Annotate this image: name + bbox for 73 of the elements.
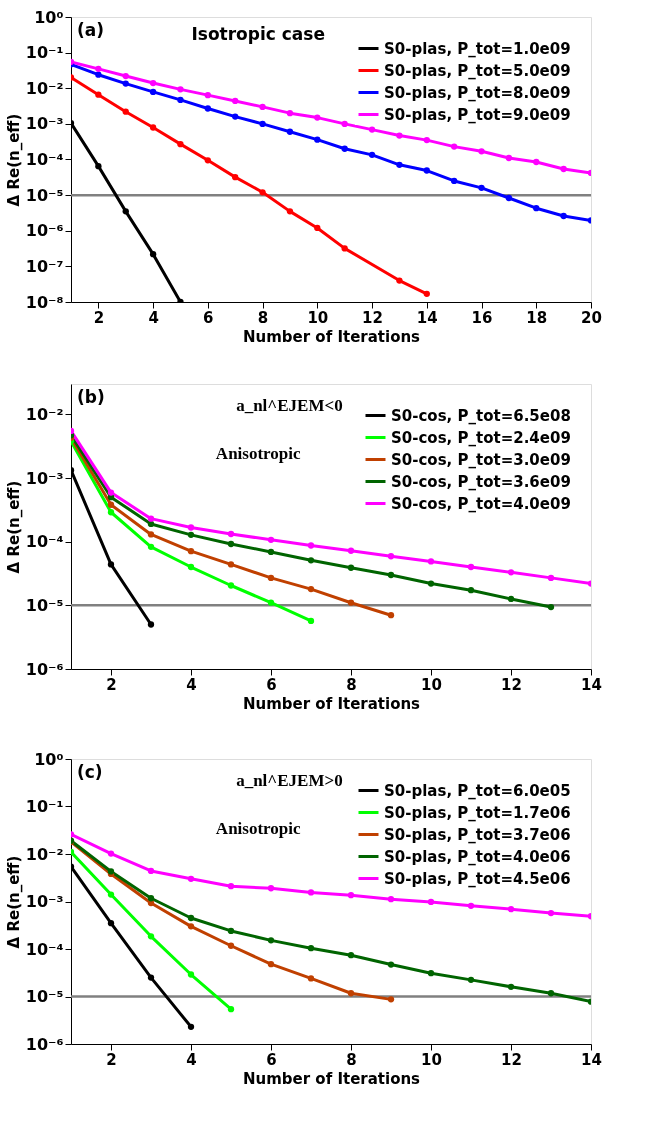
legend-label: S0-plas, P_tot=3.7e06: [384, 825, 571, 844]
y-tick-label: 10⁻⁵: [25, 185, 64, 205]
y-axis-title: Δ Re(n_eff): [4, 480, 23, 574]
y-tick-label: 10⁻⁴: [25, 532, 64, 552]
x-tick-label: 4: [186, 1050, 197, 1069]
y-axis-title: Δ Re(n_eff): [4, 113, 23, 207]
legend-label: S0-plas, P_tot=5.0e09: [384, 61, 571, 80]
x-tick-label: 10: [421, 1050, 442, 1069]
x-tick-label: 4: [186, 675, 197, 694]
y-tick-label: 10⁻²: [25, 78, 64, 98]
annotation: (b): [77, 387, 105, 407]
y-tick-label: 10⁻¹: [25, 797, 64, 816]
y-tick-label: 10⁻⁵: [25, 595, 64, 615]
legend-label: S0-cos, P_tot=3.6e09: [391, 472, 571, 491]
x-tick-label: 12: [362, 308, 383, 327]
x-tick-label: 16: [471, 308, 493, 327]
x-tick-label: 14: [581, 675, 602, 694]
legend-label: S0-plas, P_tot=9.0e09: [384, 105, 571, 124]
legend-label: S0-plas, P_tot=6.0e05: [384, 781, 571, 800]
annotation: (c): [77, 762, 103, 782]
y-tick-label: 10⁻⁸: [25, 292, 64, 312]
legend-label: S0-plas, P_tot=4.0e06: [384, 847, 571, 866]
x-tick-label: 14: [416, 308, 438, 327]
x-tick-label: 12: [501, 1050, 522, 1069]
legend-label: S0-cos, P_tot=6.5e08: [391, 406, 571, 425]
legend-label: S0-plas, P_tot=1.0e09: [384, 39, 571, 58]
y-tick-label: 10⁰: [34, 7, 64, 27]
y-tick-label: 10⁻⁷: [25, 256, 64, 276]
x-tick-label: 10: [307, 308, 329, 327]
annotation: (a): [77, 20, 105, 40]
legend-label: S0-cos, P_tot=3.0e09: [391, 450, 571, 469]
x-tick-label: 2: [106, 1050, 117, 1069]
y-tick-label: 10⁻⁴: [25, 939, 64, 959]
y-tick-label: 10⁻⁶: [25, 1034, 64, 1054]
x-axis-title: Number of Iterations: [242, 327, 421, 346]
x-tick-label: 10: [421, 675, 442, 694]
y-tick-label: 10⁻⁵: [25, 987, 64, 1006]
annotation: a_nl^EJEM>0: [236, 771, 343, 790]
annotation: Isotropic case: [191, 24, 325, 44]
y-tick-label: 10⁰: [34, 749, 64, 769]
annotation: Anisotropic: [215, 819, 301, 838]
y-tick-label: 10⁻⁶: [25, 221, 64, 241]
y-tick-label: 10⁻²: [25, 404, 64, 424]
x-tick-label: 2: [93, 308, 105, 327]
x-axis-title: Number of Iterations: [242, 1069, 421, 1088]
y-tick-label: 10⁻³: [25, 892, 64, 911]
y-axis-title: Δ Re(n_eff): [4, 855, 23, 949]
x-tick-label: 14: [581, 1050, 602, 1069]
x-tick-label: 8: [346, 1050, 357, 1069]
x-tick-label: 12: [501, 675, 522, 694]
y-tick-label: 10⁻³: [25, 468, 64, 488]
x-axis-title: Number of Iterations: [242, 694, 421, 713]
x-tick-label: 6: [266, 675, 277, 694]
y-tick-label: 10⁻⁶: [25, 659, 64, 679]
x-tick-label: 2: [106, 675, 117, 694]
legend-label: S0-plas, P_tot=1.7e06: [384, 803, 571, 822]
y-tick-label: 10⁻³: [25, 114, 64, 134]
x-tick-label: 6: [266, 1050, 277, 1069]
y-tick-label: 10⁻⁴: [25, 150, 64, 169]
legend-label: S0-plas, P_tot=4.5e06: [384, 869, 571, 888]
x-tick-label: 6: [203, 308, 214, 327]
x-tick-label: 8: [257, 308, 269, 327]
y-tick-label: 10⁻¹: [25, 43, 64, 63]
x-tick-label: 4: [148, 308, 159, 327]
legend-label: S0-plas, P_tot=8.0e09: [384, 83, 571, 102]
annotation: Anisotropic: [215, 444, 301, 463]
legend-label: S0-cos, P_tot=4.0e09: [391, 494, 571, 513]
legend-label: S0-cos, P_tot=2.4e09: [391, 428, 571, 447]
x-tick-label: 8: [346, 675, 357, 694]
y-tick-label: 10⁻²: [25, 844, 64, 864]
x-tick-label: 18: [526, 308, 548, 327]
x-tick-label: 20: [581, 308, 602, 327]
annotation: a_nl^EJEM<0: [236, 396, 343, 415]
